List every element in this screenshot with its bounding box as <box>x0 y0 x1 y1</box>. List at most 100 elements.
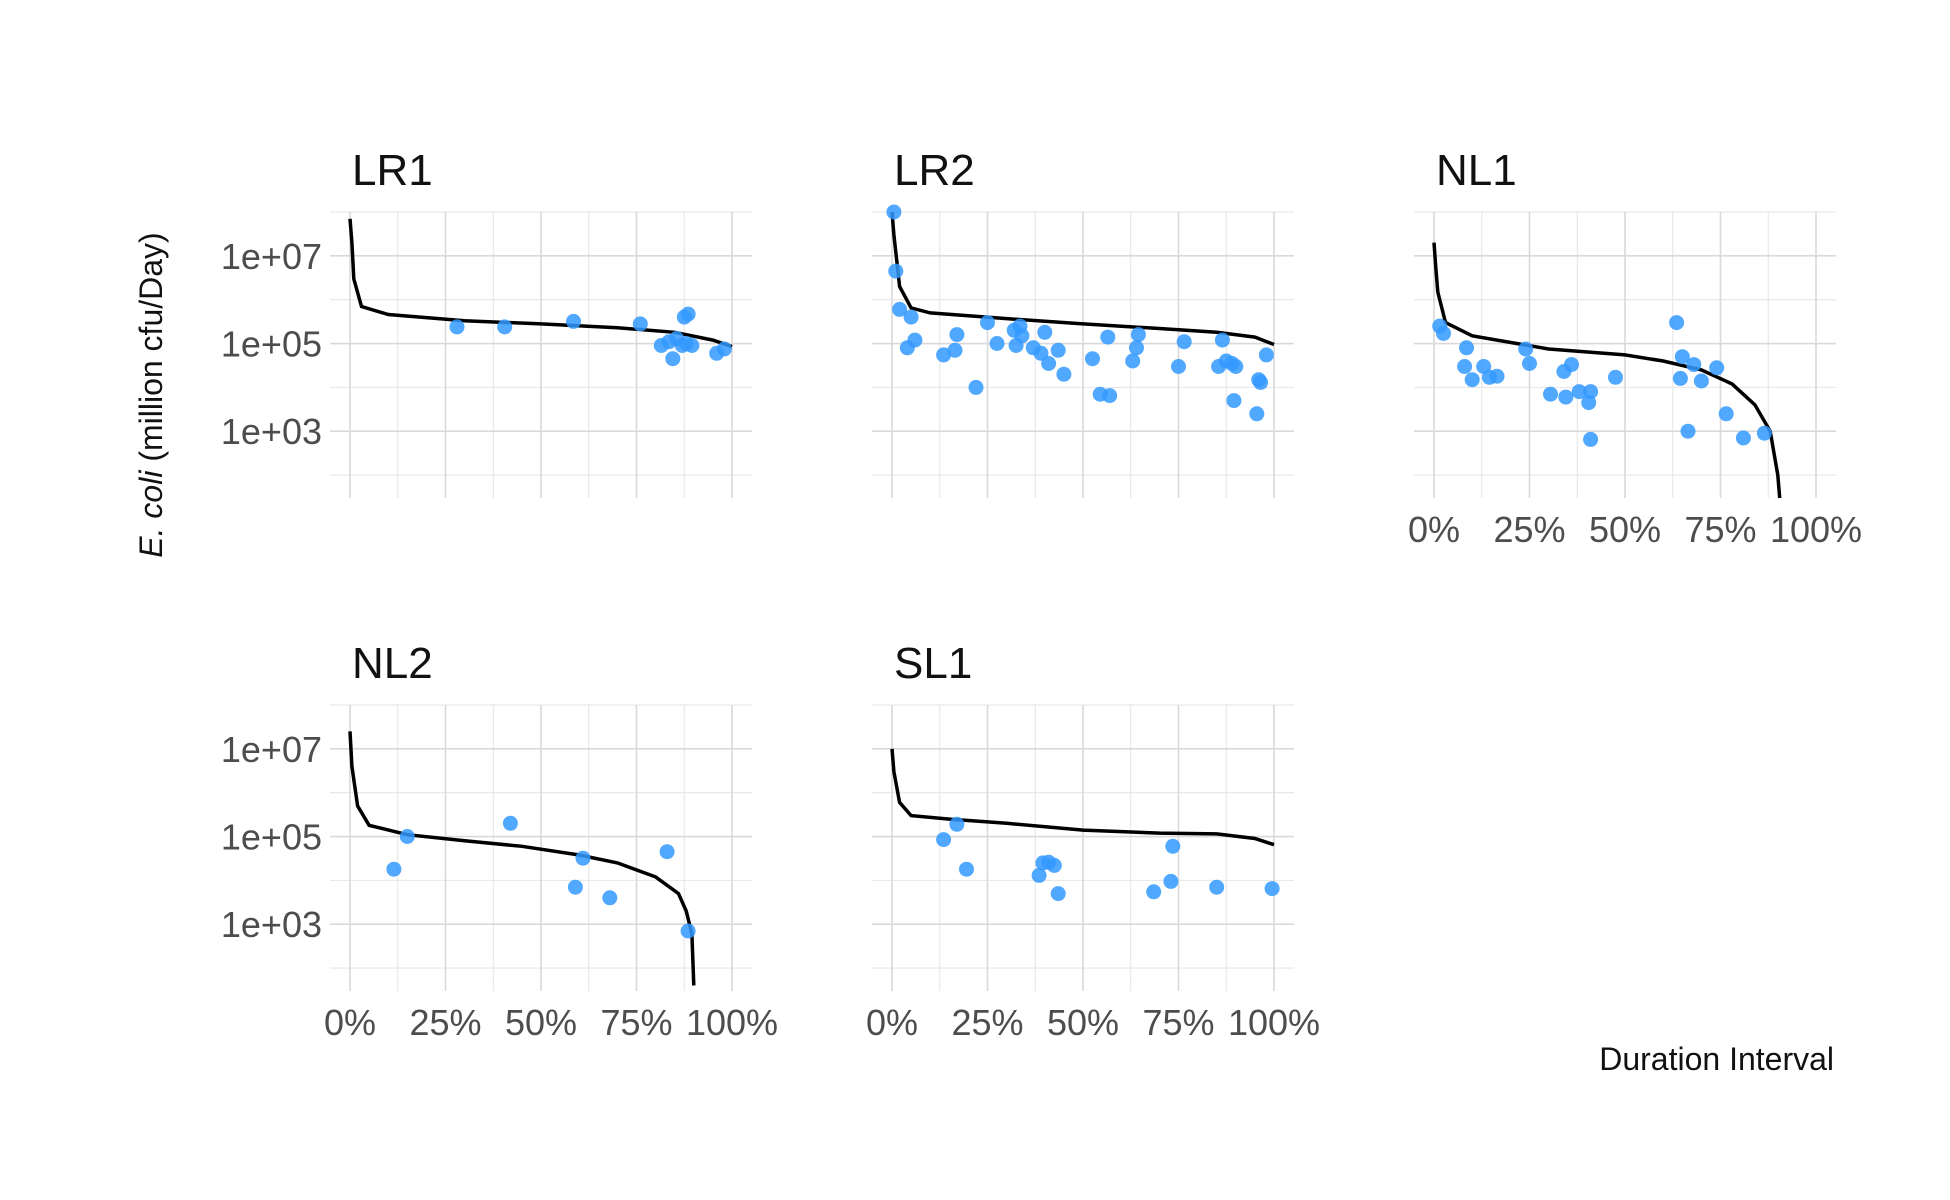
facet-panel-sl1: SL1 0% 25% 50% 75% 100% <box>866 639 1320 1043</box>
data-point <box>1249 406 1265 422</box>
data-point <box>1459 340 1474 356</box>
x-tick-label: 100% <box>1228 1002 1320 1043</box>
facet-title: SL1 <box>894 639 972 688</box>
data-point <box>1125 353 1141 369</box>
facet-panel-lr1: LR1 1e+03 1e+05 1e+07 <box>221 146 752 498</box>
data-point <box>1464 372 1480 388</box>
x-tick-label: 25% <box>1493 509 1565 550</box>
x-tick-label: 50% <box>505 1002 577 1043</box>
data-point <box>1130 327 1146 343</box>
y-tick-label: 1e+05 <box>221 324 322 365</box>
data-point <box>1100 329 1116 345</box>
data-point <box>1209 879 1225 895</box>
data-point <box>1608 369 1623 385</box>
facet-title: LR2 <box>894 146 975 195</box>
data-point <box>980 315 995 331</box>
data-point <box>947 342 963 358</box>
x-tick-label: 75% <box>1142 1002 1214 1043</box>
data-point <box>1558 389 1574 405</box>
data-point <box>1680 423 1696 439</box>
data-point <box>1583 384 1599 400</box>
data-point <box>497 319 513 335</box>
data-point <box>632 316 648 332</box>
data-point <box>386 861 402 877</box>
data-point <box>399 829 415 844</box>
data-point <box>1014 328 1030 344</box>
data-point <box>949 816 965 832</box>
data-point <box>566 313 581 329</box>
data-point <box>665 351 681 367</box>
data-point <box>936 347 952 363</box>
data-point <box>1756 425 1772 441</box>
data-point <box>1102 388 1118 404</box>
data-point <box>1050 886 1066 902</box>
data-point <box>575 850 591 866</box>
data-point <box>1056 366 1072 382</box>
data-point <box>1253 374 1269 390</box>
data-point <box>1033 345 1049 361</box>
data-point <box>1718 406 1734 422</box>
y-tick-label: 1e+07 <box>221 236 322 277</box>
data-point <box>1693 373 1709 389</box>
y-axis-title-italic: E. coli <box>133 470 169 558</box>
data-point <box>1226 393 1242 409</box>
data-point <box>1543 386 1558 402</box>
facet-panel-nl1: NL1 0% 25% 50% 75% 100% <box>1408 146 1862 550</box>
data-point <box>1522 356 1537 371</box>
data-point <box>903 309 919 325</box>
data-point <box>680 306 696 322</box>
data-point <box>1129 340 1144 356</box>
y-tick-label: 1e+07 <box>221 729 322 770</box>
data-point <box>1672 370 1688 386</box>
duration-curve-line <box>348 218 733 349</box>
y-axis-title-rest: (million cfu/Day) <box>133 232 169 470</box>
facet-panel-nl2: NL2 1e+03 1e+05 1e+07 0% 25% 50% 75% 100% <box>221 639 778 1043</box>
data-point <box>936 832 952 848</box>
data-point <box>1735 430 1751 446</box>
x-tick-label: 50% <box>1047 1002 1119 1043</box>
data-point <box>959 861 974 877</box>
data-point <box>1674 349 1690 365</box>
data-point <box>1686 357 1702 373</box>
data-point <box>1037 324 1053 340</box>
data-point <box>716 341 732 357</box>
x-tick-label: 0% <box>1408 509 1460 550</box>
x-tick-label: 25% <box>951 1002 1023 1043</box>
data-point <box>449 319 465 335</box>
x-tick-label: 100% <box>1770 509 1862 550</box>
x-tick-label: 25% <box>409 1002 481 1043</box>
data-point <box>1669 315 1685 331</box>
data-point <box>1050 342 1066 358</box>
duration-curve-line <box>348 731 696 986</box>
x-tick-label: 0% <box>866 1002 918 1043</box>
data-point <box>1046 857 1062 873</box>
data-point <box>888 263 904 279</box>
data-point <box>659 844 675 860</box>
data-point <box>892 301 908 317</box>
data-point <box>684 338 700 353</box>
data-point <box>502 815 518 831</box>
data-point <box>1518 341 1534 357</box>
data-point <box>1457 359 1473 374</box>
data-point <box>1163 873 1179 889</box>
data-point <box>1436 325 1451 341</box>
data-point <box>886 204 902 220</box>
data-point <box>1031 867 1047 883</box>
data-point <box>989 336 1005 351</box>
x-tick-label: 50% <box>1589 509 1661 550</box>
data-point <box>1228 359 1244 374</box>
data-point <box>907 332 923 348</box>
data-point <box>1165 838 1181 854</box>
data-point <box>1146 884 1162 900</box>
facet-panel-lr2: LR2 <box>872 146 1294 498</box>
data-point <box>1258 347 1274 363</box>
y-tick-label: 1e+05 <box>221 817 322 858</box>
data-point <box>1214 332 1230 348</box>
x-tick-label: 100% <box>686 1002 778 1043</box>
duration-curve-line <box>890 748 1275 847</box>
data-point <box>1085 351 1100 367</box>
data-point <box>1041 356 1057 371</box>
data-point <box>1564 357 1579 373</box>
